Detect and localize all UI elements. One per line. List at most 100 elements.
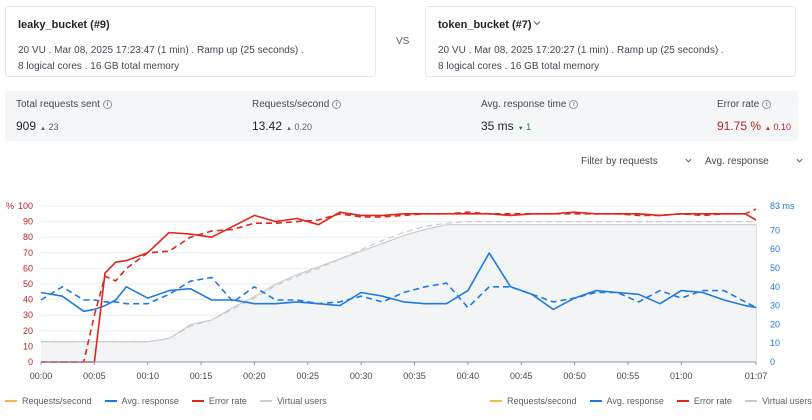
right-tick-label: 0 <box>770 357 775 367</box>
legend-label: Virtual users <box>761 396 812 406</box>
right-run-card[interactable]: token_bucket (#7) 20 VU . Mar 08, 2025 1… <box>425 6 796 77</box>
legend-swatch <box>104 400 117 402</box>
left-run-hardware: 8 logical cores . 16 GB total memory <box>18 61 180 72</box>
legend-item[interactable]: Requests/second <box>490 396 577 406</box>
chart-series <box>40 208 757 363</box>
error-rateseries-dashed <box>41 208 757 363</box>
legend-swatch <box>191 400 204 402</box>
stat-label: Avg. response time <box>481 99 567 110</box>
x-tick-label: 00:45 <box>510 371 533 381</box>
left-tick-label: 90 <box>23 217 33 227</box>
legend-item[interactable]: Virtual users <box>259 396 327 406</box>
legend-label: Avg. response <box>121 396 179 406</box>
legend-label: Requests/second <box>22 396 92 406</box>
delta-up-icon: ▲ <box>765 126 771 132</box>
legend-swatch <box>490 400 502 402</box>
x-tick-label: 01:07 <box>745 371 768 381</box>
info-icon[interactable]: i <box>762 100 772 109</box>
stat-delta: ▲ 0.10 <box>765 122 792 132</box>
right-axis-label: 83 ms <box>770 201 795 211</box>
x-tick-label: 00:40 <box>457 371 480 381</box>
x-tick-label: 00:10 <box>136 371 159 381</box>
left-axis-label: % <box>6 201 14 211</box>
left-tick-label: 40 <box>23 295 33 305</box>
legend-left-run: Requests/second Avg. response Error rate Vi… <box>5 396 340 406</box>
legend-swatch <box>259 400 272 402</box>
right-tick-label: 10 <box>770 338 780 348</box>
left-run-name: leaky_bucket (#9) <box>18 19 110 31</box>
x-tick-label: 00:15 <box>190 371 213 381</box>
summary-stats: Total requests sent i 909 ▲ 23 Requests/se… <box>5 91 798 141</box>
delta-up-icon: ▲ <box>286 126 292 132</box>
right-tick-label: 70 <box>770 225 780 235</box>
legend-item[interactable]: Avg. response <box>589 396 664 406</box>
stat-value: 13.42 <box>252 119 283 133</box>
right-tick-label: 60 <box>770 244 780 254</box>
right-tick-label: 20 <box>770 319 780 329</box>
left-tick-label: 30 <box>23 310 33 320</box>
left-tick-label: 100 <box>18 201 33 211</box>
delta-down-icon: ▼ <box>517 126 524 132</box>
legend-swatch <box>589 400 602 402</box>
right-run-config: 20 VU . Mar 08, 2025 17:20:27 (1 min) . … <box>438 45 724 56</box>
stat-value: 91.75 % <box>717 119 762 133</box>
avg-responseseries-dashed <box>40 276 757 309</box>
right-tick-label: 40 <box>770 282 780 292</box>
stat-requests-per-second: Requests/second i 13.42 ▲ 0.20 <box>252 99 342 133</box>
stat-delta: ▼ 1 <box>517 122 532 132</box>
legend-right-run: Requests/second Avg. response Error rate Vi… <box>490 396 812 406</box>
stat-label: Total requests sent <box>16 99 100 110</box>
x-tick-label: 00:55 <box>617 371 640 381</box>
chevron-down-icon <box>795 156 804 167</box>
chart-axes: 0 10 20 30 40 50 60 70 80 90 100% 0 10 20 30 40 50 60 70 83… <box>6 201 795 381</box>
stat-delta: ▲ 23 <box>40 122 59 132</box>
legend-item[interactable]: Error rate <box>676 396 732 406</box>
x-tick-label: 01:00 <box>670 371 693 381</box>
info-icon[interactable]: i <box>332 100 342 109</box>
left-run-config: 20 VU . Mar 08, 2025 17:23:47 (1 min) . … <box>18 45 304 56</box>
x-tick-label: 00:05 <box>83 371 106 381</box>
legend-swatch <box>5 400 17 402</box>
x-tick-label: 00:30 <box>350 371 373 381</box>
left-tick-label: 60 <box>23 263 33 273</box>
legend-swatch <box>744 400 757 402</box>
legend-label: Avg. response <box>606 396 664 406</box>
info-icon[interactable]: i <box>569 100 579 109</box>
left-tick-label: 80 <box>23 232 33 242</box>
stat-total-requests: Total requests sent i 909 ▲ 23 <box>16 99 112 133</box>
stat-label: Error rate <box>717 99 760 110</box>
left-tick-label: 50 <box>23 279 33 289</box>
avg-responseseries-solid <box>40 252 757 313</box>
right-tick-label: 50 <box>770 263 780 273</box>
delta-up-icon: ▲ <box>40 126 46 132</box>
legend-label: Error rate <box>208 396 247 406</box>
chevron-down-icon[interactable] <box>532 18 542 31</box>
info-icon[interactable]: i <box>102 100 112 109</box>
x-tick-label: 00:20 <box>243 371 266 381</box>
virtual-users-fill <box>41 224 756 362</box>
legend-item[interactable]: Avg. response <box>104 396 179 406</box>
chevron-down-icon <box>684 156 693 167</box>
legend-item[interactable]: Requests/second <box>5 396 92 406</box>
x-tick-label: 00:00 <box>30 371 53 381</box>
virtual-usersseries-dashed <box>41 221 756 343</box>
filter-requests-dropdown[interactable]: Filter by requests <box>581 156 693 167</box>
legend-swatch <box>676 400 689 402</box>
left-tick-label: 0 <box>28 357 33 367</box>
right-run-name[interactable]: token_bucket (#7) <box>438 19 532 31</box>
virtual-users-area <box>41 224 756 362</box>
x-tick-label: 00:25 <box>297 371 320 381</box>
right-tick-label: 30 <box>770 301 780 311</box>
legend-item[interactable]: Virtual users <box>744 396 812 406</box>
stat-error-rate: Error rate i 91.75 % ▲ 0.10 <box>717 99 791 133</box>
left-run-card: leaky_bucket (#9) 20 VU . Mar 08, 2025 1… <box>5 6 376 77</box>
metrics-chart[interactable]: 0 10 20 30 40 50 60 70 80 90 100% 0 10 20 30 40 50 60 70 83… <box>0 192 812 392</box>
filter-requests-label: Filter by requests <box>581 156 658 167</box>
x-tick-label: 00:50 <box>563 371 586 381</box>
stat-avg-response-time: Avg. response time i 35 ms ▼ 1 <box>481 99 579 133</box>
stat-label: Requests/second <box>252 99 330 110</box>
legend-label: Virtual users <box>276 396 327 406</box>
legend-item[interactable]: Error rate <box>191 396 247 406</box>
metric-dropdown[interactable]: Avg. response <box>705 156 804 167</box>
stat-value: 35 ms <box>481 119 514 133</box>
